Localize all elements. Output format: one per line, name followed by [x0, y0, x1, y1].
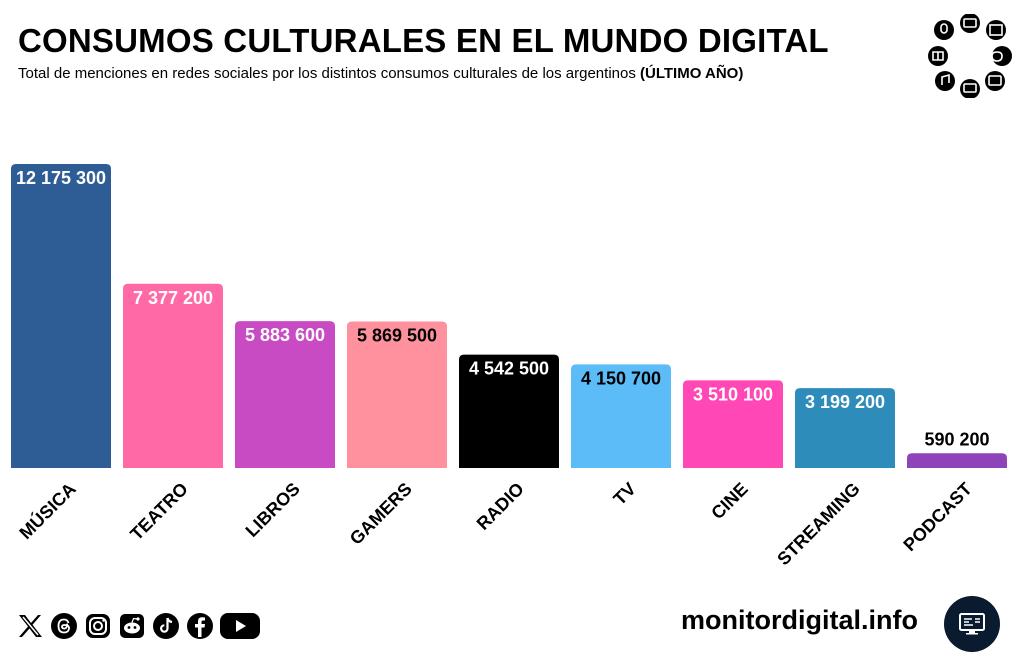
tiktok-icon[interactable]	[150, 610, 182, 642]
tv-icon	[985, 71, 1005, 91]
value-label-2: 5 883 600	[245, 325, 325, 345]
bar-1	[123, 283, 223, 468]
chart-subtitle: Total de menciones en redes sociales por…	[18, 65, 743, 82]
category-label-1: TEATRO	[126, 479, 192, 545]
brand-name[interactable]: monitordigital.info	[681, 605, 918, 635]
bar-3	[347, 321, 447, 468]
chart-title: CONSUMOS CULTURALES EN EL MUNDO DIGITAL	[18, 22, 829, 59]
bar-0	[11, 164, 111, 468]
value-label-6: 3 510 100	[693, 384, 773, 404]
bar-7	[795, 388, 895, 468]
film-icon	[986, 20, 1006, 40]
facebook-icon[interactable]	[184, 610, 216, 642]
bar-5	[571, 364, 671, 468]
bar-chart: 12 175 300 MÚSICA 7 377 200 TEATRO 5 883 600…	[11, 164, 1007, 570]
value-label-4: 4 542 500	[469, 359, 549, 379]
value-label-5: 4 150 700	[581, 368, 661, 388]
culture-icons-logo	[928, 14, 1012, 98]
computer-icon	[960, 79, 980, 98]
category-label-4: RADIO	[473, 479, 528, 534]
subtitle-text: Total de menciones en redes sociales por…	[18, 65, 636, 82]
category-label-5: TV	[609, 479, 639, 509]
instagram-icon[interactable]	[82, 610, 114, 642]
x-icon[interactable]	[14, 610, 46, 642]
monitor-icon	[944, 596, 1000, 652]
subtitle-period: (ÚLTIMO AÑO)	[640, 65, 744, 82]
category-label-7: STREAMING	[773, 479, 864, 570]
value-label-7: 3 199 200	[805, 392, 885, 412]
category-label-2: LIBROS	[242, 479, 304, 541]
category-label-8: PODCAST	[899, 479, 975, 555]
reddit-icon[interactable]	[116, 610, 148, 642]
category-label-6: CINE	[707, 479, 752, 524]
category-label-3: GAMERS	[346, 479, 416, 549]
threads-icon[interactable]	[48, 610, 80, 642]
bar-2	[235, 321, 335, 468]
bar-4	[459, 354, 559, 468]
social-icons	[14, 606, 262, 646]
youtube-icon[interactable]	[218, 610, 262, 642]
bar-6	[683, 380, 783, 468]
category-label-0: MÚSICA	[15, 478, 80, 543]
microphone-icon	[934, 20, 954, 40]
value-label-0: 12 175 300	[16, 168, 106, 188]
music-note-icon	[935, 71, 955, 91]
radio-icon	[960, 14, 980, 33]
bar-8	[907, 453, 1007, 468]
value-label-1: 7 377 200	[133, 288, 213, 308]
value-label-3: 5 869 500	[357, 325, 437, 345]
value-label-8: 590 200	[924, 429, 989, 449]
